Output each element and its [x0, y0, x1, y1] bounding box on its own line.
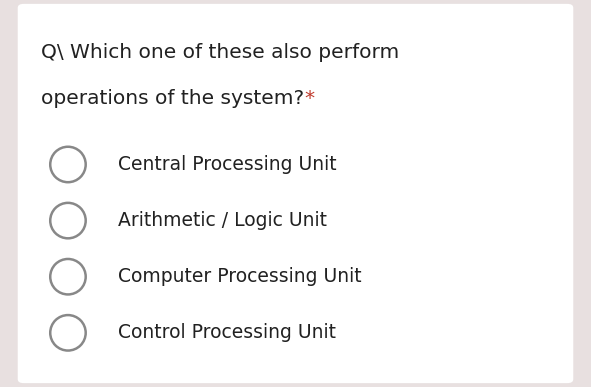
- Text: Q\ Which one of these also perform: Q\ Which one of these also perform: [41, 43, 400, 62]
- FancyBboxPatch shape: [18, 4, 573, 383]
- Text: Computer Processing Unit: Computer Processing Unit: [118, 267, 362, 286]
- Text: Control Processing Unit: Control Processing Unit: [118, 323, 336, 342]
- Text: operations of the system?: operations of the system?: [41, 89, 311, 108]
- Text: Arithmetic / Logic Unit: Arithmetic / Logic Unit: [118, 211, 327, 230]
- Text: Central Processing Unit: Central Processing Unit: [118, 155, 337, 174]
- Text: *: *: [304, 89, 314, 108]
